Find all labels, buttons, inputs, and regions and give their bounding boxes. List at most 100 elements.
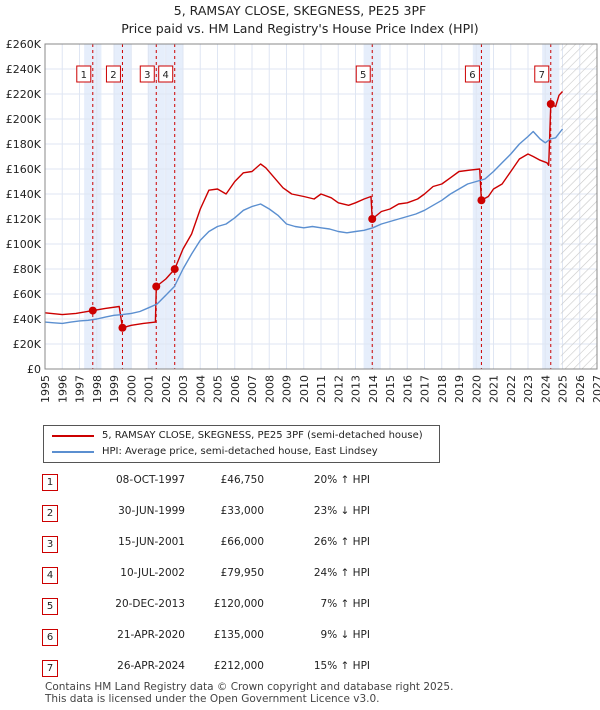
y-tick-label: £220K [6,88,42,101]
x-tick-label: 2025 [557,375,570,403]
y-tick-label: £120K [6,213,42,226]
sale-number-badge: 5 [42,598,58,615]
y-tick-label: £20K [13,338,42,351]
legend-label-property: 5, RAMSAY CLOSE, SKEGNESS, PE25 3PF (sem… [102,430,423,441]
x-tick-label: 2027 [591,375,600,403]
x-tick-label: 2011 [315,375,328,403]
table-row: 5 20-DEC-2013 £120,000 7% ↑ HPI [0,592,600,622]
x-tick-label: 2026 [574,375,587,403]
sale-marker-box [464,65,480,83]
hpi-line [44,128,564,325]
x-tick-label: 2006 [229,375,242,403]
x-tick-label: 2022 [505,375,518,403]
x-tick-label: 1996 [56,375,69,403]
y-tick-label: £160K [6,163,42,176]
y-tick-label: £100K [6,238,42,251]
sale-marker-box [76,65,92,83]
legend-label-hpi: HPI: Average price, semi-detached house,… [102,446,378,457]
sale-point [546,100,555,108]
x-tick-label: 1997 [74,375,87,403]
x-tick-label: 2014 [367,375,380,403]
sale-point [152,282,161,291]
x-tick-label: 2004 [194,375,207,403]
x-tick-label: 2021 [488,375,501,403]
x-tick-label: 2009 [281,375,294,403]
sale-date: 30-JUN-1999 [118,505,185,517]
sale-marker-box [139,65,155,83]
x-tick-label: 2024 [539,375,552,403]
sale-price: £46,750 [220,474,264,486]
legend-swatch-hpi [52,451,94,453]
plot-frame [44,43,598,370]
property-price-line [44,91,564,329]
x-tick-label: 2019 [453,375,466,403]
y-tick-label: £80K [13,263,42,276]
x-tick-label: 2000 [125,375,138,403]
sale-marker-box [355,65,371,83]
x-tick-label: 1995 [39,375,52,403]
sale-marker-label: 6 [469,70,475,81]
sale-price: £66,000 [220,536,264,548]
sale-hpi-diff: 26% ↑ HPI [313,536,370,548]
y-tick-label: £240K [6,63,42,76]
price-chart: 1 2 3 4 5 6 7 £0 £20K £40K £60K £80K £100K £120K £140K… [6,38,600,403]
sale-point [170,265,179,274]
y-tick-label: £60K [13,288,42,301]
sale-price: £120,000 [213,598,264,610]
x-tick-label: 2017 [419,375,432,403]
sale-hpi-diff: 24% ↑ HPI [313,567,370,579]
x-tick-label: 2002 [160,375,173,403]
y-tick-label: £140K [6,188,42,201]
sale-date: 10-JUL-2002 [120,567,185,579]
sale-marker-box [158,65,174,83]
sale-price: £79,950 [220,567,264,579]
x-tick-label: 2003 [177,375,190,403]
sale-marker-label: 5 [360,70,366,81]
y-tick-label: £0 [27,363,41,376]
sale-point [368,215,377,223]
table-row: 4 10-JUL-2002 £79,950 24% ↑ HPI [0,561,600,591]
sale-date: 21-APR-2020 [117,629,185,641]
sale-point [88,306,97,315]
sale-number-badge: 7 [42,660,58,677]
y-tick-label: £200K [6,113,42,126]
table-row: 3 15-JUN-2001 £66,000 26% ↑ HPI [0,530,600,560]
sale-date: 08-OCT-1997 [116,474,185,486]
x-tick-label: 2013 [350,375,363,403]
x-tick-label: 2012 [332,375,345,403]
sale-date: 20-DEC-2013 [115,598,185,610]
table-row: 7 26-APR-2024 £212,000 15% ↑ HPI [0,654,600,684]
x-tick-label: 2018 [436,375,449,403]
sale-price: £33,000 [220,505,264,517]
sale-number-badge: 4 [42,567,58,584]
sale-hpi-diff: 20% ↑ HPI [313,474,370,486]
y-tick-label: £180K [6,138,42,151]
x-tick-label: 2010 [298,375,311,403]
sale-marker-label: 3 [144,70,150,81]
sale-number-badge: 2 [42,505,58,522]
forecast-region [560,44,597,369]
x-tick-label: 2008 [263,375,276,403]
x-tick-label: 2020 [470,375,483,403]
x-tick-label: 2005 [212,375,225,403]
sale-number-badge: 6 [42,629,58,646]
y-tick-label: £40K [13,313,42,326]
chart-subtitle: Price paid vs. HM Land Registry's House … [121,21,479,36]
x-tick-label: 1998 [91,375,104,403]
x-tick-label: 1999 [108,375,121,403]
footer-license: This data is licensed under the Open Gov… [45,693,380,705]
sale-number-badge: 3 [42,536,58,553]
sale-hpi-diff: 23% ↓ HPI [313,505,370,517]
footer-copyright: Contains HM Land Registry data © Crown c… [45,681,454,693]
x-tick-label: 2023 [522,375,535,403]
sale-price: £135,000 [213,629,264,641]
y-tick-label: £260K [6,38,42,51]
sale-number-badge: 1 [42,474,58,491]
x-tick-label: 2016 [401,375,414,403]
sale-point [118,323,127,332]
sale-marker-label: 7 [539,70,545,81]
table-row: 2 30-JUN-1999 £33,000 23% ↓ HPI [0,499,600,529]
sale-marker-label: 2 [110,70,116,81]
chart-title: 5, RAMSAY CLOSE, SKEGNESS, PE25 3PF [173,3,427,18]
x-tick-label: 2001 [143,375,156,403]
